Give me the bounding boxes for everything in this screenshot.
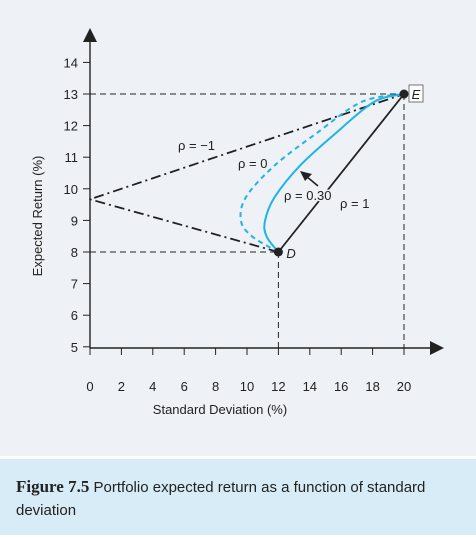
y-tick-label: 9	[71, 213, 78, 228]
y-axis-title: Expected Return (%)	[30, 156, 45, 277]
caption-label: Figure 7.5	[16, 477, 90, 496]
series-line-3	[277, 93, 405, 253]
y-tick-label: 14	[64, 55, 78, 70]
y-tick-label: 13	[64, 87, 78, 102]
y-axis-arrow	[83, 28, 97, 42]
x-tick-label: 18	[365, 379, 379, 394]
x-tick-label: 4	[149, 379, 156, 394]
point-label-E: E	[412, 87, 421, 102]
y-tick-label: 5	[71, 340, 78, 355]
x-tick-label: 12	[271, 379, 285, 394]
x-axis-title: Standard Deviation (%)	[153, 402, 287, 417]
curve-label-rho-1: ρ = 1	[340, 196, 369, 211]
point-label-E-box	[408, 84, 424, 103]
y-tick-label: 6	[71, 308, 78, 323]
caption-text: Portfolio expected return as a function …	[16, 479, 426, 519]
x-tick-label: 10	[240, 379, 254, 394]
y-tick-label: 7	[71, 277, 78, 292]
y-tick-label: 8	[71, 245, 78, 260]
data-point-D	[273, 247, 283, 257]
x-tick-label: 0	[86, 379, 93, 394]
x-tick-label: 20	[397, 379, 411, 394]
y-tick-label: 12	[64, 119, 78, 134]
curve-label-rho-0: ρ = 0	[238, 156, 267, 171]
curve-label-rho-minus-1: ρ = −1	[178, 138, 215, 153]
series-line-2	[263, 93, 405, 253]
x-tick-label: 14	[303, 379, 317, 394]
chart-panel: 0 2 4 6 8 10 12 14 16 18 20 5 6 7 8 9 10 11 12 13 14 Standard…	[0, 0, 476, 456]
rho-0.30-arrow-head	[300, 171, 312, 181]
x-tick-label: 6	[181, 379, 188, 394]
x-tick-label: 2	[118, 379, 125, 394]
chart: 0 2 4 6 8 10 12 14 16 18 20 5 6 7 8 9 10 11 12 13 14 Standard…	[30, 28, 444, 417]
curve-label-rho-0.30: ρ = 0.30	[284, 188, 332, 203]
y-tick-label: 11	[65, 150, 79, 165]
figure-caption: Figure 7.5 Portfolio expected return as …	[16, 475, 464, 522]
point-label-D: D	[286, 246, 295, 261]
x-axis-arrow	[430, 341, 444, 355]
series-line-0	[89, 93, 405, 253]
data-point-E	[399, 89, 409, 99]
caption-panel: Figure 7.5 Portfolio expected return as …	[0, 459, 476, 535]
x-tick-label: 8	[212, 379, 219, 394]
x-tick-label: 16	[334, 379, 348, 394]
y-tick-label: 10	[64, 182, 78, 197]
